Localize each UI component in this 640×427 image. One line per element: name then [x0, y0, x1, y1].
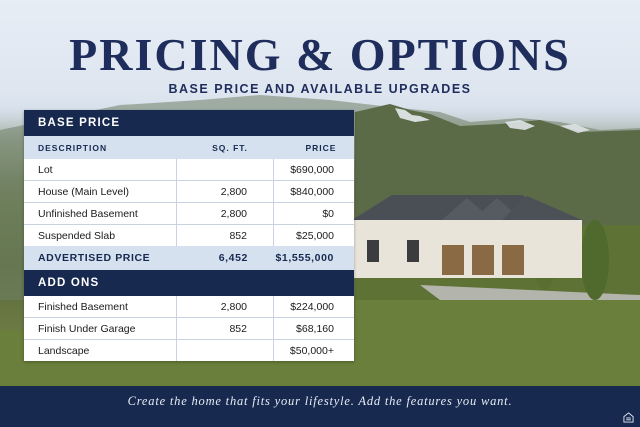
row-description: Suspended Slab — [38, 229, 116, 242]
table-row: Finish Under Garage 852 $68,160 — [24, 318, 354, 340]
add-ons-rows: Finished Basement 2,800 $224,000 Finish … — [24, 296, 354, 361]
page-subtitle: BASE PRICE AND AVAILABLE UPGRADES — [168, 82, 472, 96]
table-row: Finished Basement 2,800 $224,000 — [24, 296, 354, 318]
row-description: House (Main Level) — [38, 185, 130, 198]
add-ons-heading: ADD ONS — [24, 270, 354, 296]
base-price-heading: BASE PRICE — [24, 110, 354, 136]
footer-tagline: Create the home that fits your lifestyle… — [127, 394, 513, 408]
row-price: $25,000 — [296, 229, 334, 242]
row-sqft — [176, 159, 274, 180]
equal-housing-icon — [623, 412, 634, 423]
advertised-label: ADVERTISED PRICE — [38, 252, 151, 264]
row-sqft: 2,800 — [176, 181, 274, 202]
pricing-table: BASE PRICE DESCRIPTION SQ. FT. PRICE Lot… — [24, 110, 354, 361]
row-price: $690,000 — [290, 163, 334, 176]
row-description: Landscape — [38, 344, 90, 357]
row-sqft — [176, 340, 274, 361]
row-sqft: 852 — [176, 318, 274, 339]
row-description: Unfinished Basement — [38, 207, 138, 220]
page-title: PRICING & OPTIONS — [69, 29, 571, 80]
advertised-price-row: ADVERTISED PRICE 6,452 $1,555,000 — [24, 246, 354, 270]
table-row: Unfinished Basement 2,800 $0 — [24, 203, 354, 225]
table-row: Suspended Slab 852 $25,000 — [24, 225, 354, 246]
row-price: $224,000 — [290, 300, 334, 313]
row-description: Lot — [38, 163, 53, 176]
house-photo — [352, 195, 582, 278]
column-description: DESCRIPTION — [38, 142, 108, 153]
table-row: Landscape $50,000+ — [24, 340, 354, 361]
table-row: Lot $690,000 — [24, 159, 354, 181]
row-price: $840,000 — [290, 185, 334, 198]
row-description: Finish Under Garage — [38, 322, 136, 335]
row-sqft: 2,800 — [176, 296, 274, 317]
column-header-row: DESCRIPTION SQ. FT. PRICE — [24, 136, 354, 159]
footer-banner: Create the home that fits your lifestyle… — [0, 386, 640, 427]
row-sqft: 852 — [176, 225, 274, 246]
row-price: $50,000+ — [289, 344, 334, 357]
column-sqft: SQ. FT. — [212, 142, 248, 153]
row-sqft: 2,800 — [176, 203, 274, 224]
base-price-rows: Lot $690,000 House (Main Level) 2,800 $8… — [24, 159, 354, 246]
advertised-price: $1,555,000 — [275, 252, 334, 264]
advertised-sqft: 6,452 — [218, 252, 248, 264]
table-row: House (Main Level) 2,800 $840,000 — [24, 181, 354, 203]
row-price: $0 — [322, 207, 334, 220]
row-description: Finished Basement — [38, 300, 128, 313]
column-price: PRICE — [305, 142, 337, 153]
row-price: $68,160 — [296, 322, 334, 335]
